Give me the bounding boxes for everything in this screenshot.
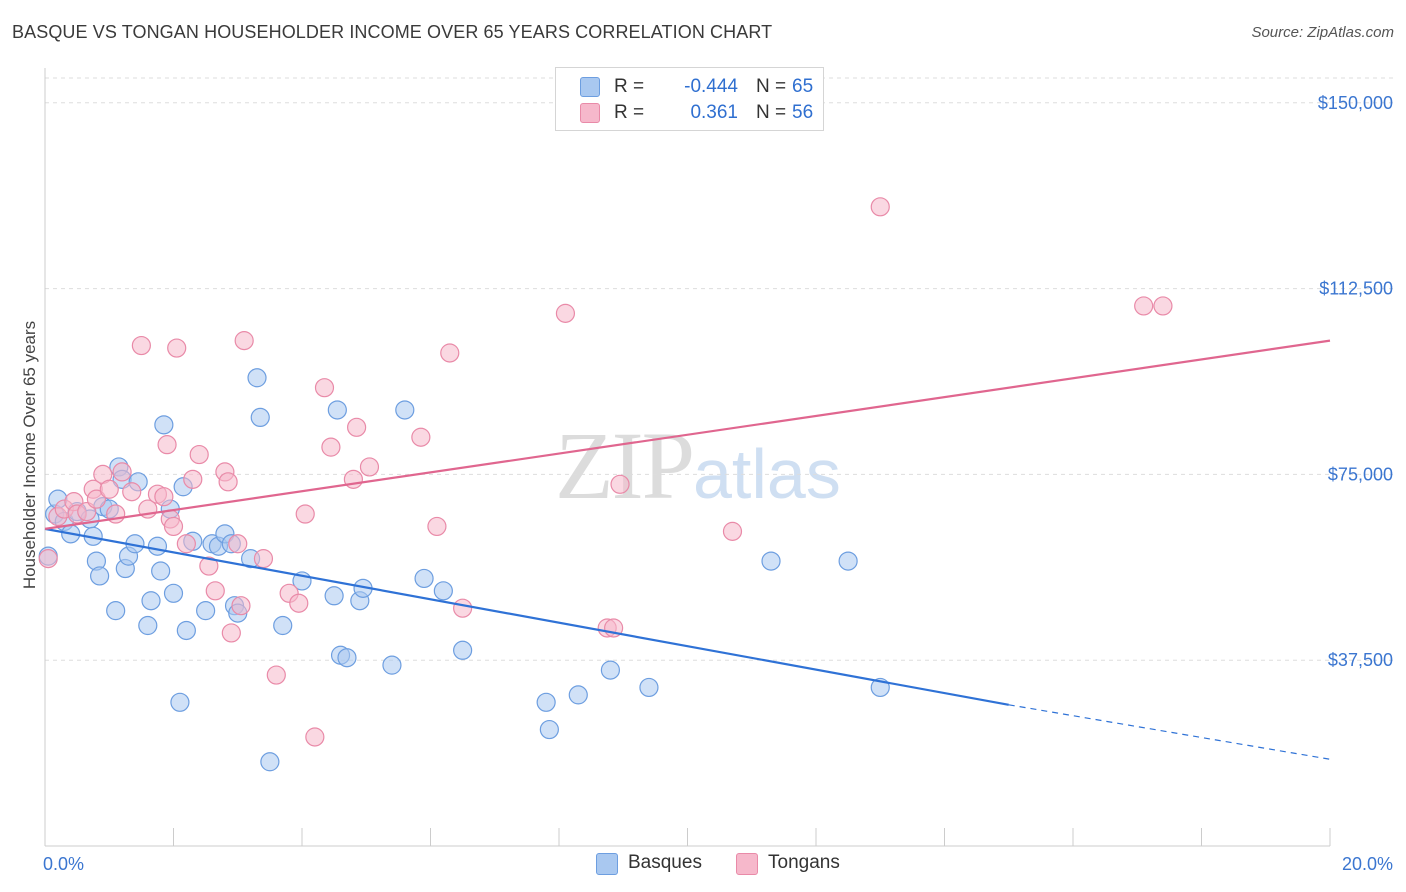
tongan-point [199, 556, 219, 576]
basque-point [568, 685, 588, 705]
tongan-point [305, 727, 325, 747]
basque-point [761, 551, 781, 571]
tongan-point [157, 435, 177, 455]
r-label: R = [614, 102, 645, 123]
tongan-point [189, 444, 209, 465]
tongan-point [359, 457, 380, 477]
basque-point [154, 415, 174, 435]
basque-point [147, 536, 168, 556]
tongan-point [38, 549, 58, 569]
basque-point [414, 568, 434, 589]
tongan-point [1153, 296, 1173, 316]
y-tick-label: $150,000 [1318, 93, 1393, 113]
tongan-point [234, 331, 254, 351]
tongan-point [205, 581, 225, 601]
tongan-point [427, 516, 447, 537]
tongan-point [321, 437, 341, 457]
basque-point [324, 586, 344, 606]
tongan-point [722, 521, 743, 541]
tongan-point [347, 417, 367, 437]
basque-point [176, 620, 196, 641]
basque-point [838, 551, 858, 571]
r-value: -0.444 [684, 76, 738, 97]
basque-point [196, 601, 216, 621]
tongan-point [266, 665, 286, 685]
n-label: N = [756, 76, 787, 97]
tongans-swatch [736, 853, 758, 875]
tongan-point [555, 303, 576, 323]
basque-point [260, 752, 280, 772]
basque-point [337, 648, 357, 668]
basque-point [250, 407, 270, 428]
tongan-point [440, 343, 460, 363]
basque-point [90, 566, 110, 586]
x-tick-label: 20.0% [1342, 854, 1393, 874]
tongan-point [112, 462, 132, 482]
tongan-point [163, 516, 184, 537]
watermark-zip: ZIP [555, 412, 695, 519]
basque-point [163, 583, 184, 603]
basque-point [639, 677, 659, 698]
tongans-swatch [580, 103, 600, 123]
basque-point [247, 368, 267, 388]
legend-label: Tongans [768, 852, 840, 873]
tongan-trendline [44, 339, 1331, 530]
tongan-point [610, 474, 630, 494]
tongan-point [99, 479, 119, 499]
basque-point [539, 719, 559, 740]
basque-point [327, 400, 347, 420]
tongan-point [411, 427, 431, 447]
n-value: 56 [792, 102, 814, 123]
tongan-point [231, 596, 251, 616]
basque-trendline-extension [1008, 704, 1331, 760]
tongan-point [228, 534, 248, 554]
tongan-point [183, 469, 203, 489]
basque-point [170, 692, 190, 712]
tongan-point [453, 598, 473, 618]
basque-point [141, 591, 161, 611]
chart-title: BASQUE VS TONGAN HOUSEHOLDER INCOME OVER… [12, 22, 773, 42]
n-value: 65 [792, 76, 814, 97]
legend-label: Basques [628, 852, 702, 873]
y-tick-label: $75,000 [1328, 464, 1393, 484]
basque-trendline [44, 527, 1009, 706]
basque-point [151, 561, 171, 581]
tongan-point [314, 378, 335, 398]
tongan-point [870, 197, 890, 217]
tongan-point [167, 338, 187, 358]
tongan-point [176, 534, 196, 554]
r-label: R = [614, 76, 645, 97]
tongan-point [253, 549, 274, 569]
basques-swatch [580, 77, 600, 97]
tongan-point [131, 335, 151, 356]
tongan-point [1134, 296, 1154, 316]
tongan-point [154, 487, 174, 507]
tongan-point [86, 489, 107, 509]
tongan-point [122, 482, 142, 502]
basque-point [536, 692, 556, 712]
tongan-point [221, 623, 241, 643]
basque-point [273, 615, 293, 636]
basque-point [138, 615, 158, 636]
tongan-point [295, 504, 315, 524]
r-value: 0.361 [690, 102, 738, 123]
tongan-point [289, 593, 309, 613]
y-tick-label: $112,500 [1319, 279, 1393, 299]
y-tick-label: $37,500 [1328, 650, 1393, 670]
x-tick-label: 0.0% [43, 854, 84, 874]
basque-point [106, 601, 126, 621]
basque-point [382, 655, 402, 675]
basque-point [433, 581, 453, 601]
tongan-point [218, 472, 238, 492]
basque-point [395, 400, 415, 420]
correlation-legend: R = -0.444 N = 65 R = 0.361 N = 56 [555, 67, 824, 131]
source-label: Source: ZipAtlas.com [1251, 24, 1394, 41]
basques-swatch [596, 853, 618, 875]
basque-point [453, 640, 473, 660]
basque-point [600, 660, 621, 680]
n-label: N = [756, 102, 787, 123]
